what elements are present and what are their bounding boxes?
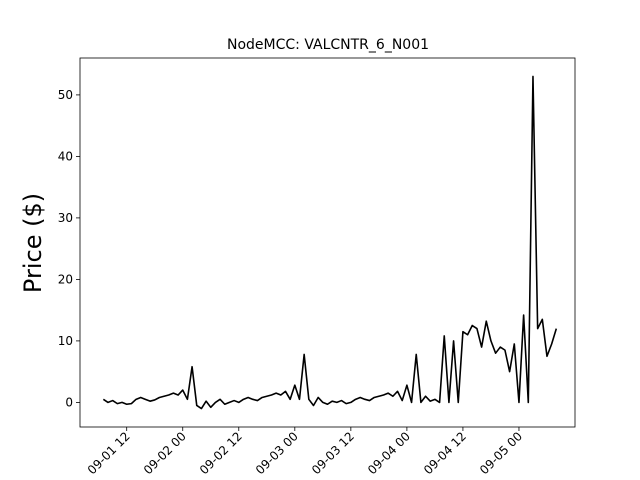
y-axis-label: Price ($): [19, 193, 47, 293]
y-tick-label: 50: [58, 88, 73, 102]
plot-frame: [79, 57, 576, 428]
data-line: [102, 75, 558, 410]
y-tick-label: 20: [58, 272, 73, 286]
x-tick-label: 09-03 00: [253, 429, 301, 477]
y-tick-label: 10: [58, 334, 73, 348]
y-tick-label: 30: [58, 211, 73, 225]
y-tick-label: 40: [58, 149, 73, 163]
x-tick-label: 09-03 12: [309, 429, 357, 477]
x-tick-label: 09-02 00: [141, 429, 189, 477]
x-tick-label: 09-04 00: [365, 429, 413, 477]
y-tick-label: 0: [65, 395, 73, 409]
x-tick-label: 09-02 12: [197, 429, 245, 477]
x-tick-label: 09-01 12: [85, 429, 133, 477]
x-tick-label: 09-05 00: [477, 429, 525, 477]
x-tick-label: 09-04 12: [421, 429, 469, 477]
chart-title: NodeMCC: VALCNTR_6_N001: [227, 37, 429, 53]
